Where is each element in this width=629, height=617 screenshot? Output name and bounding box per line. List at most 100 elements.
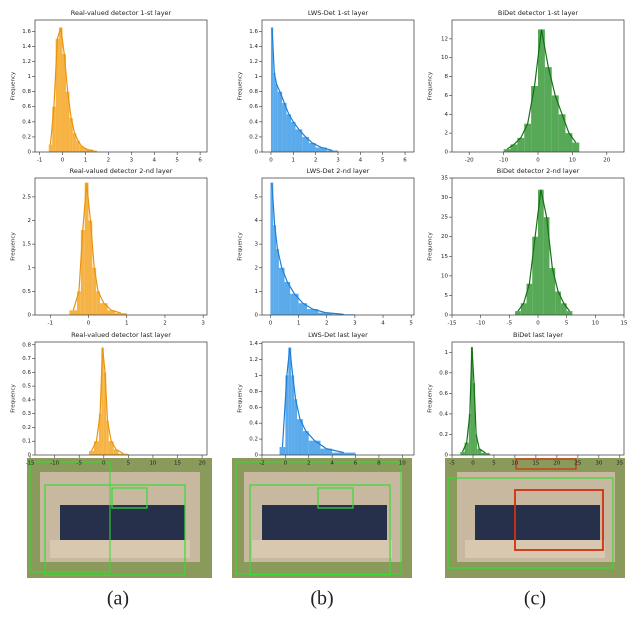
chart-title: LWS-Det last layer: [308, 331, 368, 339]
bar: [544, 67, 552, 152]
y-tick-label: 0.6: [22, 104, 31, 110]
x-tick-label: 6: [403, 158, 407, 164]
x-tick-label: 2: [325, 321, 329, 327]
x-tick-label: 3: [201, 321, 205, 327]
plot-frame: [34, 19, 208, 153]
y-tick-label: 0: [445, 313, 449, 319]
y-tick-label: 0.2: [22, 134, 31, 140]
y-tick-label: 0.8: [249, 389, 258, 395]
x-tick-label: 0: [269, 321, 273, 327]
bar: [79, 145, 84, 152]
x-tick-label: 10: [149, 461, 156, 467]
x-tick-label: 0: [536, 321, 540, 327]
bar: [88, 220, 93, 315]
bar: [69, 310, 78, 315]
bar: [318, 312, 333, 315]
x-tick-label: 0: [269, 158, 273, 164]
y-tick-label: 0.2: [439, 432, 448, 438]
x-tick-label: 35: [616, 461, 623, 467]
y-tick-label: 1.2: [249, 357, 258, 363]
photo-b: [232, 458, 412, 578]
y-tick-label: 6: [445, 93, 449, 99]
bar: [320, 448, 333, 455]
y-tick-label: 1.2: [22, 59, 31, 65]
bar: [107, 310, 116, 315]
y-tick-label: 30: [441, 195, 448, 201]
subplot: Real-valued detector 1-st layer Frequency…: [11, 9, 208, 164]
bar: [284, 281, 291, 315]
bar: [472, 383, 476, 455]
bar: [543, 217, 550, 315]
x-tick-label: -15: [448, 321, 457, 327]
y-tick-label: 2: [28, 218, 32, 224]
x-tick-label: 2: [107, 158, 111, 164]
x-tick-label: 15: [174, 461, 181, 467]
subplot: BiDet detector 1-st layer Frequency 0 2 4 6 8 1…: [428, 9, 625, 164]
y-tick-label: 1.5: [22, 242, 31, 248]
bar: [276, 248, 279, 315]
y-tick-label: 25: [441, 215, 448, 221]
y-tick-label: 1.2: [249, 59, 258, 65]
bar: [520, 303, 527, 315]
caption: (b): [310, 588, 333, 610]
x-tick-label: 6: [354, 461, 358, 467]
bar: [315, 147, 327, 152]
bar: [291, 375, 295, 455]
x-tick-label: 10: [399, 461, 406, 467]
bar: [538, 29, 545, 152]
x-tick-label: 0: [471, 461, 475, 467]
y-tick-label: 0.6: [249, 405, 258, 411]
x-tick-label: 5: [565, 321, 569, 327]
x-tick-label: 5: [381, 158, 385, 164]
bar: [475, 434, 478, 455]
y-tick-label: 1.4: [22, 44, 31, 50]
x-tick-label: 20: [603, 158, 610, 164]
y-tick-label: 12: [441, 36, 448, 42]
y-tick-label: 10: [441, 273, 448, 279]
x-tick-label: 0: [284, 461, 288, 467]
subplot: Real-valued detector 2-nd layer Frequency…: [11, 167, 208, 327]
bar: [549, 268, 556, 315]
bar: [277, 91, 283, 152]
bar: [106, 420, 109, 455]
subplot: LWS-Det last layer Frequency 0 0.2 0.4 0.6 0.8…: [238, 331, 415, 467]
bar: [101, 347, 104, 455]
x-tick-label: 3: [353, 321, 357, 327]
plot-frame: [261, 19, 415, 153]
subplot: Real-valued detector last layer Frequency…: [11, 331, 208, 467]
y-tick-label: 35: [441, 176, 448, 182]
bar: [59, 27, 63, 153]
subplot: LWS-Det 1-st layer Frequency 0 0.2 0.4 0.6 0.8…: [238, 9, 415, 164]
bar: [294, 399, 298, 455]
chart-title: BiDet detector 2-nd layer: [497, 167, 580, 175]
bar: [531, 86, 538, 152]
y-tick-label: 2: [255, 265, 259, 271]
y-tick-label: 0.5: [22, 384, 31, 390]
bar: [69, 118, 73, 152]
y-tick-label: 1.6: [22, 29, 31, 35]
caption: (a): [107, 588, 129, 610]
bar: [560, 303, 567, 315]
bar: [555, 291, 561, 315]
bar: [565, 133, 573, 152]
y-tick-label: 15: [441, 254, 448, 260]
y-axis-label: Frequency: [428, 71, 434, 100]
x-tick-label: 30: [595, 461, 602, 467]
bar: [470, 347, 473, 455]
bar: [52, 106, 56, 152]
y-tick-label: 0.3: [22, 411, 31, 417]
y-tick-label: 1: [255, 373, 259, 379]
y-tick-label: 0.4: [439, 411, 448, 417]
x-tick-label: 1: [84, 158, 88, 164]
bar: [48, 144, 53, 152]
y-axis-label: Frequency: [238, 71, 244, 100]
x-tick-label: 0: [102, 461, 106, 467]
density-line: [271, 182, 344, 315]
plot-frame: [451, 19, 625, 153]
bar: [89, 450, 94, 455]
density-line: [517, 189, 571, 312]
bar: [572, 142, 580, 152]
y-tick-label: 0: [28, 453, 32, 459]
bar: [86, 149, 91, 152]
